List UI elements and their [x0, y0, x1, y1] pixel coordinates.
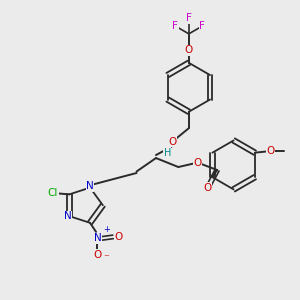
Text: O: O [168, 136, 176, 147]
Text: O: O [194, 158, 202, 167]
Text: O: O [93, 250, 102, 260]
Text: F: F [199, 21, 205, 31]
Text: N: N [64, 211, 72, 221]
Text: ⁻: ⁻ [103, 254, 109, 263]
Text: O: O [185, 45, 193, 55]
Text: H: H [164, 148, 171, 158]
Text: +: + [103, 225, 110, 234]
Text: N: N [86, 181, 94, 191]
Text: F: F [186, 13, 192, 23]
Text: O: O [203, 183, 212, 193]
Text: O: O [266, 146, 275, 156]
Text: F: F [172, 21, 178, 31]
Text: N: N [94, 233, 101, 243]
Text: O: O [114, 232, 122, 242]
Text: Cl: Cl [48, 188, 58, 198]
